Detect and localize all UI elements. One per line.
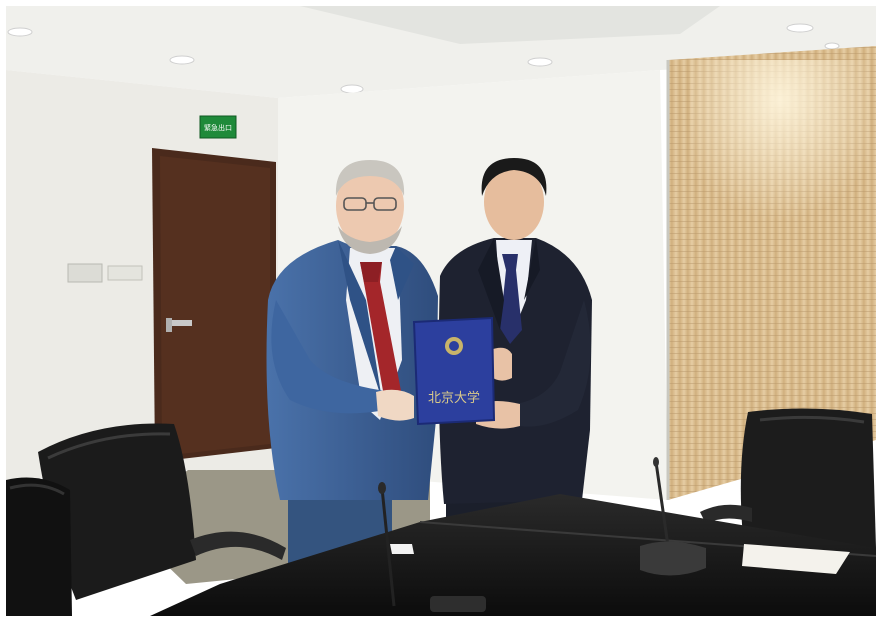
exit-sign: 緊急出口 <box>199 115 237 139</box>
wall-glow <box>690 60 870 260</box>
microphone-left <box>378 482 486 612</box>
microphone-right <box>640 457 706 576</box>
chair-left-back <box>38 423 286 600</box>
paper-sheet <box>742 544 850 574</box>
wall-switches <box>67 263 143 283</box>
person-left <box>266 160 438 568</box>
ceiling-lights <box>7 23 840 94</box>
chair-left-front <box>6 477 72 616</box>
left-head <box>336 164 404 248</box>
exit-sign-text: 緊急出口 <box>204 123 232 132</box>
folder-cover-text: 北京大学 <box>428 390 480 406</box>
conference-table <box>150 494 877 616</box>
ceiling-recess <box>300 6 720 44</box>
right-head <box>484 164 544 240</box>
door <box>152 148 276 462</box>
certificate-folder: 北京大学 <box>412 316 496 426</box>
chair-right <box>700 408 876 548</box>
right-tie <box>500 254 522 344</box>
door-handle <box>166 320 192 326</box>
left-hand <box>376 389 414 421</box>
left-tie <box>360 262 402 408</box>
